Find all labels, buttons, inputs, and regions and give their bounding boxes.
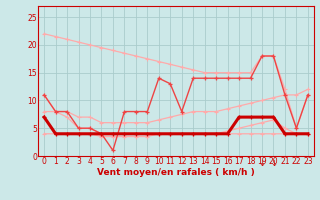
Text: ↓: ↓ [259,159,266,168]
X-axis label: Vent moyen/en rafales ( km/h ): Vent moyen/en rafales ( km/h ) [97,168,255,177]
Text: ↓: ↓ [270,159,277,168]
